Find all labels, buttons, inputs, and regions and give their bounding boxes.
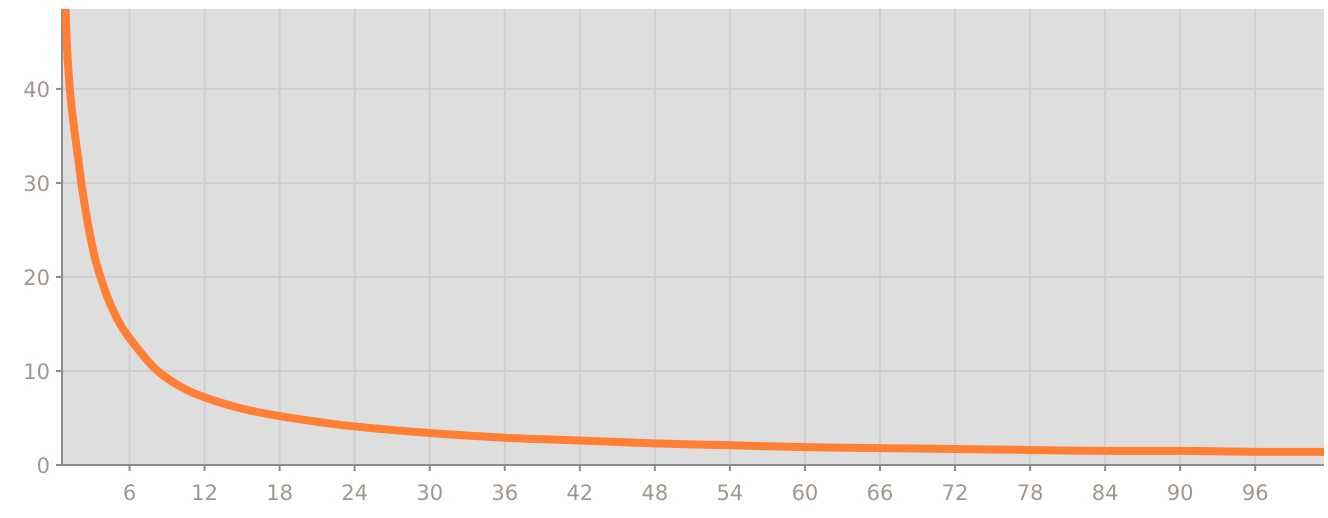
y-tick-label-10: 10: [23, 360, 50, 384]
x-tick-label-66: 66: [867, 481, 894, 505]
tick-labels: 6 12 18 24 30 36 42 48 54 60 66 72 78 84 90 96 0 10 20 30 40: [23, 78, 1268, 505]
x-tick-label-60: 60: [792, 481, 819, 505]
y-tick-label-40: 40: [23, 78, 50, 102]
x-tick-label-6: 6: [123, 481, 136, 505]
x-tick-label-72: 72: [942, 481, 969, 505]
x-tick-label-12: 12: [191, 481, 218, 505]
plot-area: [62, 9, 1324, 465]
series: [62, 9, 1324, 456]
series-line-0: [62, 9, 1324, 456]
x-tick-label-48: 48: [641, 481, 668, 505]
x-tick-label-84: 84: [1092, 481, 1119, 505]
y-tick-label-30: 30: [23, 172, 50, 196]
x-tick-label-54: 54: [717, 481, 744, 505]
x-tick-label-90: 90: [1167, 481, 1194, 505]
y-tick-label-0: 0: [37, 454, 50, 478]
x-tick-label-36: 36: [491, 481, 518, 505]
x-tick-label-78: 78: [1017, 481, 1044, 505]
grid: [62, 9, 1324, 465]
x-tick-label-24: 24: [341, 481, 368, 505]
x-tick-label-30: 30: [416, 481, 443, 505]
x-tick-label-18: 18: [266, 481, 293, 505]
x-tick-label-42: 42: [566, 481, 593, 505]
axes: [56, 9, 1324, 471]
x-tick-label-96: 96: [1242, 481, 1269, 505]
y-tick-label-20: 20: [23, 266, 50, 290]
